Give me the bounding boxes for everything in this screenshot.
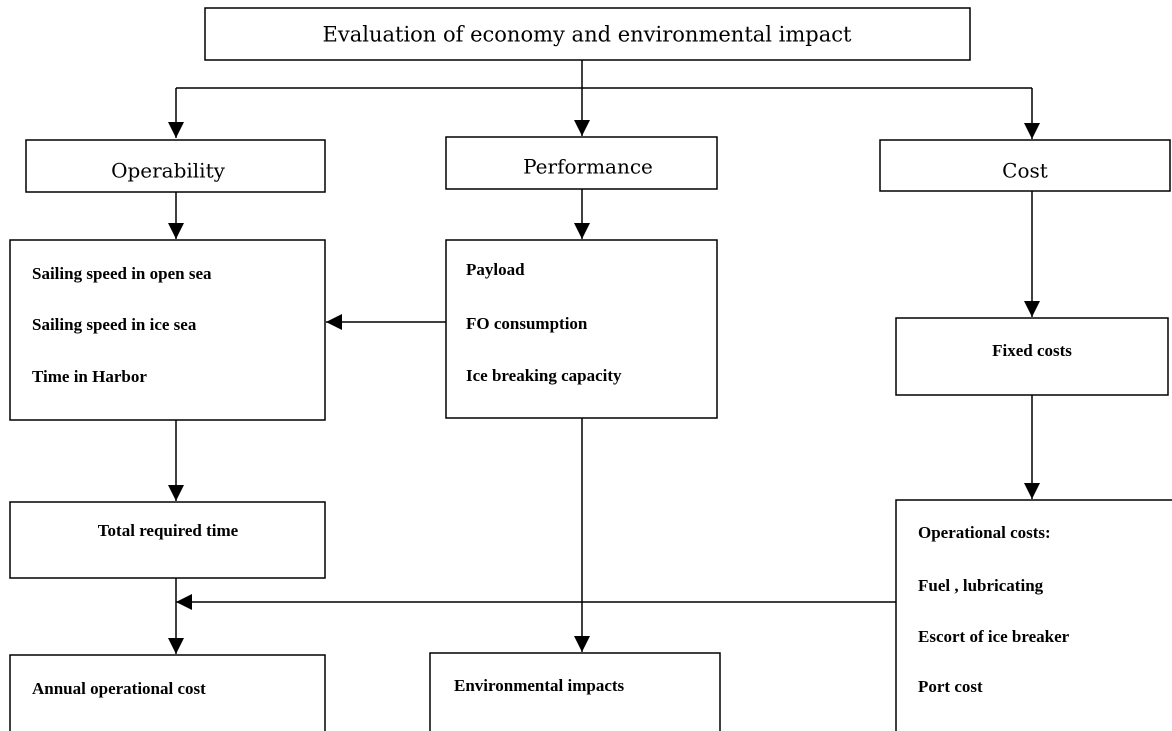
title-box (204, 7, 971, 61)
node-box (895, 499, 1172, 731)
node-item: Sailing speed in open sea (32, 264, 212, 283)
node-label: Cost (1002, 159, 1048, 183)
node-label: Total required time (98, 521, 239, 540)
node-box (25, 139, 326, 193)
node-box (9, 501, 326, 579)
node-box (9, 654, 326, 731)
node-item: Time in Harbor (32, 367, 147, 386)
connectors (168, 60, 1040, 654)
node-item: Sailing speed in ice sea (32, 315, 197, 334)
node-item: Escort of ice breaker (918, 627, 1070, 646)
node-box (429, 652, 721, 731)
node-box (895, 317, 1169, 396)
node-item: Payload (466, 260, 525, 279)
node-label: Fixed costs (992, 341, 1072, 360)
boxes: Evaluation of economy and environmental … (9, 7, 1172, 731)
node-label: Performance (523, 155, 653, 179)
node-item: Port cost (918, 677, 983, 696)
node-box (9, 239, 326, 421)
node-box (445, 239, 718, 419)
title: Evaluation of economy and environmental … (323, 23, 852, 47)
node-label: Annual operational cost (32, 679, 206, 698)
node-box (879, 139, 1171, 192)
node-item: Ice breaking capacity (466, 366, 622, 385)
node-label: Environmental impacts (454, 676, 625, 695)
node-box (445, 136, 718, 190)
node-item: Fuel , lubricating (918, 576, 1044, 595)
node-item: Operational costs: (918, 523, 1051, 542)
node-label: Operability (111, 159, 226, 183)
node-item: FO consumption (466, 314, 588, 333)
